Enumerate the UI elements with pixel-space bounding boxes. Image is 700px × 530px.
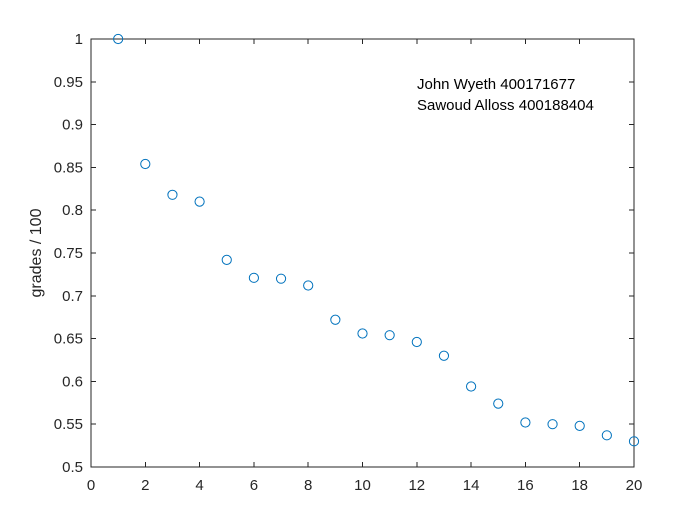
- data-point: [248, 272, 259, 283]
- data-point: [601, 430, 612, 441]
- data-point: [493, 398, 504, 409]
- x-tick-label: 0: [87, 477, 95, 494]
- x-tick-label: 20: [626, 477, 643, 494]
- data-point: [167, 189, 178, 200]
- y-tick-label: 0.5: [62, 459, 83, 476]
- x-tick-label: 18: [571, 477, 588, 494]
- data-point: [574, 420, 585, 432]
- data-point: [411, 336, 422, 348]
- y-tick-label: 0.85: [54, 159, 83, 176]
- x-tick-label: 6: [250, 477, 258, 494]
- x-tick-label: 12: [408, 477, 425, 494]
- y-tick-label: 0.55: [54, 416, 83, 433]
- x-tick-label: 10: [354, 477, 371, 494]
- y-tick-label: 0.8: [62, 202, 83, 219]
- data-point: [303, 280, 314, 291]
- y-tick-label: 0.95: [54, 74, 83, 91]
- data-point: [628, 436, 640, 447]
- data-point: [438, 350, 450, 361]
- x-tick-label: 16: [517, 477, 534, 494]
- data-point: [140, 158, 151, 170]
- y-tick-label: 0.9: [62, 117, 83, 134]
- y-tick-label: 0.7: [62, 288, 83, 305]
- data-point: [466, 381, 477, 392]
- y-axis-label: grades / 100: [28, 208, 45, 297]
- y-tick-label: 0.65: [54, 331, 83, 348]
- data-point: [357, 328, 368, 339]
- x-tick-label: 8: [304, 477, 312, 494]
- x-tick-label: 4: [195, 477, 203, 494]
- data-point: [384, 330, 395, 341]
- ticks: 0 2 4 6 8 10 12 14 16 18 20 0.5 0.55 0.6 0.65 0.7 0.75 0.…: [54, 31, 643, 494]
- y-tick-label: 0.6: [62, 373, 83, 390]
- data-point: [330, 314, 341, 325]
- data-point: [547, 419, 558, 430]
- y-tick-label: 1: [75, 31, 83, 48]
- data-points: [113, 33, 640, 447]
- x-tick-label: 14: [463, 477, 480, 494]
- x-tick-label: 2: [141, 477, 149, 494]
- data-point: [275, 273, 287, 284]
- y-tick-label: 0.75: [54, 245, 83, 262]
- annotation-author-2: Sawoud Alloss 400188404: [417, 97, 594, 114]
- data-point: [520, 417, 531, 428]
- data-point: [221, 254, 232, 265]
- annotation-author-1: John Wyeth 400171677: [417, 76, 575, 93]
- data-point: [113, 33, 124, 45]
- data-point: [194, 196, 205, 207]
